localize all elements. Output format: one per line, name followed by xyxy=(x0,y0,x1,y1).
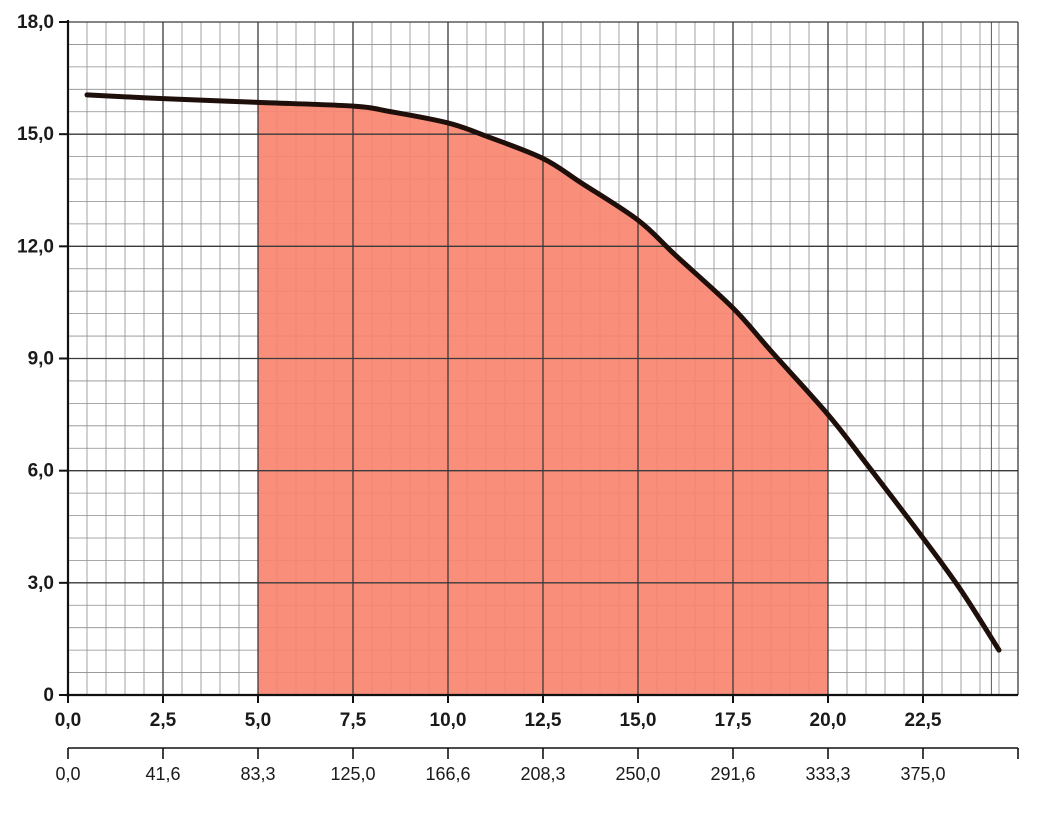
secondary-x-tick-label: 333,3 xyxy=(805,764,850,784)
y-tick-label: 6,0 xyxy=(28,461,54,482)
secondary-x-tick-label: 83,3 xyxy=(240,764,275,784)
x-tick-label: 10,0 xyxy=(430,710,467,731)
secondary-x-tick-label: 250,0 xyxy=(615,764,660,784)
y-tick-label: 9,0 xyxy=(28,349,54,370)
y-tick-label: 12,0 xyxy=(17,236,54,257)
secondary-x-tick-label: 375,0 xyxy=(900,764,945,784)
secondary-x-tick-label: 0,0 xyxy=(55,764,80,784)
major-grid xyxy=(67,21,1019,696)
secondary-x-axis xyxy=(67,747,1019,759)
performance-curve-line xyxy=(84,92,1002,653)
x-tick-label: 22,5 xyxy=(905,710,942,731)
y-axis-tick-labels: 0 3,0 6,0 9,0 12,0 15,0 18,0 xyxy=(17,12,54,706)
x-tick-label: 20,0 xyxy=(810,710,847,731)
secondary-x-axis-tick-labels: 0,0 41,6 83,3 125,0 166,6 208,3 250,0 291,6 333,… xyxy=(55,764,945,784)
y-tick-label: 15,0 xyxy=(17,124,54,145)
x-tick-label: 15,0 xyxy=(620,710,657,731)
secondary-x-tick-label: 125,0 xyxy=(330,764,375,784)
y-tick-label: 18,0 xyxy=(17,12,54,33)
x-tick-label: 12,5 xyxy=(525,710,562,731)
x-tick-label: 17,5 xyxy=(715,710,752,731)
x-tick-label: 5,0 xyxy=(245,710,271,731)
x-tick-label: 0,0 xyxy=(55,710,81,731)
y-tick-label: 3,0 xyxy=(28,573,54,594)
secondary-x-tick-label: 41,6 xyxy=(145,764,180,784)
x-tick-label: 7,5 xyxy=(340,710,367,731)
x-axis-tick-labels: 0,0 2,5 5,0 7,5 10,0 12,5 15,0 17,5 20,0 22,5 xyxy=(55,710,942,731)
secondary-x-tick-label: 208,3 xyxy=(520,764,565,784)
x-tick-label: 2,5 xyxy=(150,710,177,731)
secondary-x-tick-label: 291,6 xyxy=(710,764,755,784)
y-tick-label: 0 xyxy=(43,685,54,706)
axes xyxy=(59,20,1018,703)
secondary-x-tick-label: 166,6 xyxy=(425,764,470,784)
